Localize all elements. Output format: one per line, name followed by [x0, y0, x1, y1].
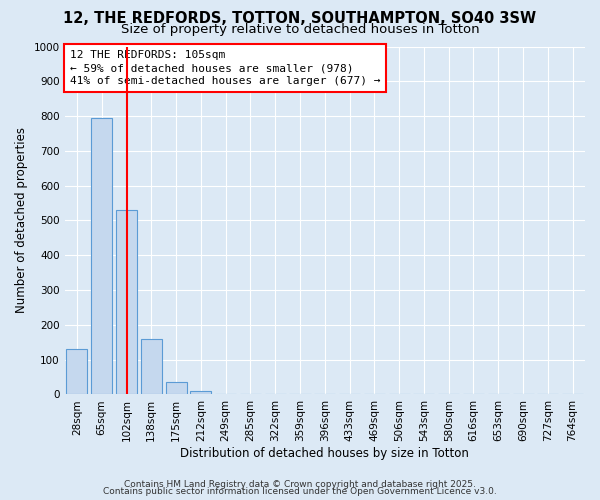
Bar — [141, 339, 162, 394]
Y-axis label: Number of detached properties: Number of detached properties — [15, 128, 28, 314]
Bar — [190, 391, 211, 394]
Text: Contains HM Land Registry data © Crown copyright and database right 2025.: Contains HM Land Registry data © Crown c… — [124, 480, 476, 489]
Bar — [166, 382, 187, 394]
X-axis label: Distribution of detached houses by size in Totton: Distribution of detached houses by size … — [181, 447, 469, 460]
Bar — [116, 210, 137, 394]
Text: 12, THE REDFORDS, TOTTON, SOUTHAMPTON, SO40 3SW: 12, THE REDFORDS, TOTTON, SOUTHAMPTON, S… — [64, 11, 536, 26]
Bar — [91, 118, 112, 394]
Text: Size of property relative to detached houses in Totton: Size of property relative to detached ho… — [121, 22, 479, 36]
Text: Contains public sector information licensed under the Open Government Licence v3: Contains public sector information licen… — [103, 487, 497, 496]
Text: 12 THE REDFORDS: 105sqm
← 59% of detached houses are smaller (978)
41% of semi-d: 12 THE REDFORDS: 105sqm ← 59% of detache… — [70, 50, 380, 86]
Bar — [67, 349, 88, 395]
